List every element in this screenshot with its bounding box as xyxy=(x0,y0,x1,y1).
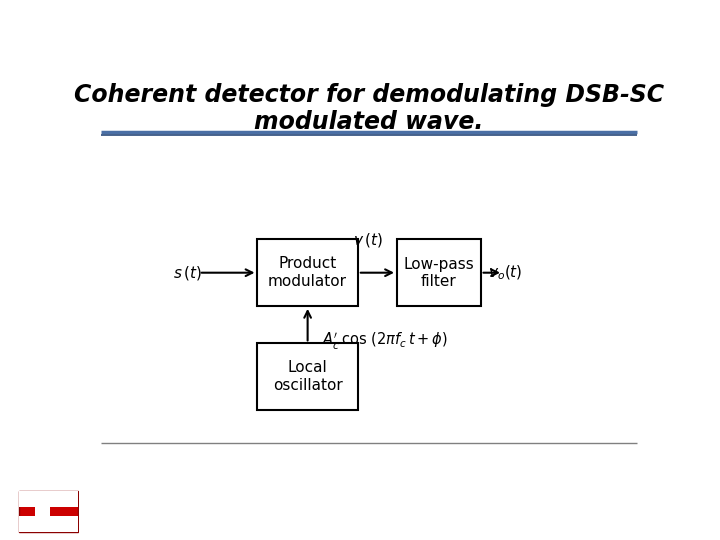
Bar xyxy=(19,516,35,532)
Bar xyxy=(258,343,358,410)
Bar xyxy=(50,516,78,532)
Text: Product
modulator: Product modulator xyxy=(268,256,347,289)
Bar xyxy=(35,491,50,532)
Bar xyxy=(19,491,35,507)
Text: $A_c'\,\cos\,(2\pi f_c\,t + \phi)$: $A_c'\,\cos\,(2\pi f_c\,t + \phi)$ xyxy=(322,331,447,352)
Bar xyxy=(397,239,481,306)
Text: $v\,(t)$: $v\,(t)$ xyxy=(353,231,383,249)
Text: $v_o(t)$: $v_o(t)$ xyxy=(488,264,523,282)
Bar xyxy=(50,491,78,507)
Text: $s\,(t)$: $s\,(t)$ xyxy=(174,264,202,282)
Text: Low-pass
filter: Low-pass filter xyxy=(403,256,474,289)
Bar xyxy=(258,239,358,306)
Text: Coherent detector for demodulating DSB-SC
modulated wave.: Coherent detector for demodulating DSB-S… xyxy=(74,83,664,134)
Text: Local
oscillator: Local oscillator xyxy=(273,361,343,393)
